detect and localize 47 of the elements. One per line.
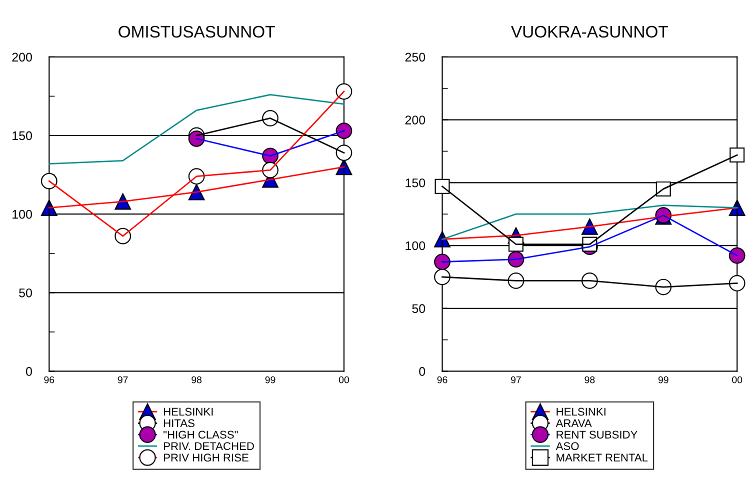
y-tick-label: 250 [405,52,426,62]
point [40,172,58,190]
line-series [48,94,345,164]
y-tick-label: 150 [406,178,426,188]
y-tick-label: 200 [12,52,32,62]
legend-label: ARAVA [556,419,592,428]
x-tick-label: 96 [437,376,448,384]
y-tick-label: 0 [26,367,32,376]
x-tick-label: 99 [658,376,668,384]
point [434,268,450,286]
legend-label: HELSINKI [164,408,213,416]
x-tick-label: 99 [265,376,276,384]
point [336,144,352,161]
x-tick-label: 96 [44,376,54,384]
y-tick-label: 50 [19,288,32,298]
point [336,83,352,100]
y-tick-label: 50 [412,304,426,314]
x-tick-label: 98 [584,376,595,384]
legend-label: MARKET RENTAL [556,454,648,462]
x-tick-label: 97 [118,376,128,384]
x-tick-label: 00 [338,376,350,384]
legend-label: RENT SUBSIDY [556,430,638,439]
y-tick-label: 200 [405,116,426,124]
point [188,184,205,200]
y-tick-label: 100 [12,210,32,219]
point [581,218,598,235]
legend-label: HITAS [164,419,194,428]
legend-label: "HIGH CLASS" [164,430,238,439]
point [728,275,746,292]
x-tick-label: 00 [732,376,742,384]
point [434,254,450,270]
x-tick-label: 98 [192,376,202,384]
point [730,147,745,162]
legend-label: ASO [556,442,579,450]
y-tick-label: 100 [406,241,426,250]
point [40,200,58,216]
legend-label: PRIV HIGH RISE [164,454,248,462]
point [336,122,352,139]
point [434,178,450,194]
legend-label: HELSINKI [556,408,606,416]
y-tick-label: 150 [12,131,32,140]
legend-label: PRIV. DETACHED [164,442,254,450]
y-tick-label: 0 [419,367,426,376]
chart-title: VUOKRA-ASUNNOT [511,26,668,38]
point [728,247,746,264]
x-tick-label: 97 [511,376,521,384]
chart-title: OMISTUSASUNNOT [118,26,275,38]
